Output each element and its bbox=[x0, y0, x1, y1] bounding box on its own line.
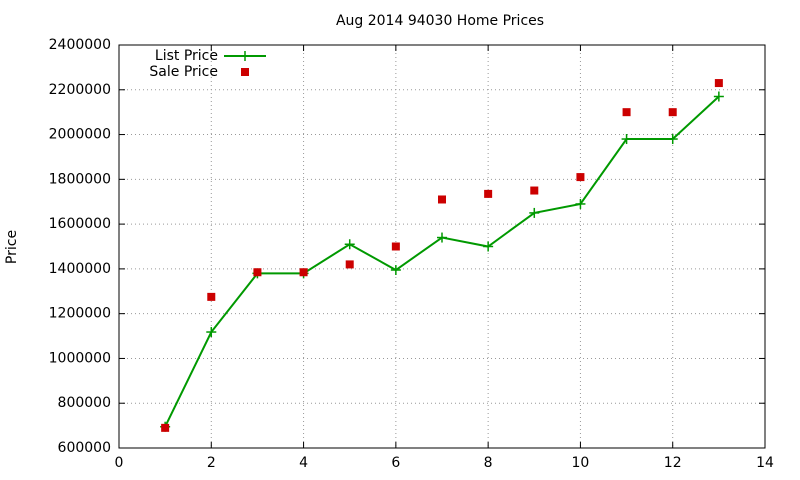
y-axis-label: Price bbox=[4, 230, 20, 264]
x-tick-label: 2 bbox=[207, 455, 216, 471]
data-point bbox=[530, 186, 539, 195]
y-tick-label: 1400000 bbox=[49, 261, 111, 277]
data-point bbox=[253, 268, 262, 277]
y-tick-label: 600000 bbox=[58, 440, 111, 456]
y-tick-label: 1000000 bbox=[49, 350, 111, 366]
chart-title: Aug 2014 94030 Home Prices bbox=[336, 13, 544, 29]
legend-swatch bbox=[241, 68, 249, 76]
data-point bbox=[391, 242, 400, 251]
x-tick-label: 10 bbox=[572, 455, 590, 471]
data-point bbox=[299, 268, 308, 277]
data-point bbox=[161, 423, 170, 432]
x-tick-label: 12 bbox=[664, 455, 682, 471]
legend-label: List Price bbox=[155, 48, 218, 64]
x-tick-label: 6 bbox=[391, 455, 400, 471]
data-point bbox=[437, 232, 447, 243]
data-point bbox=[575, 198, 586, 209]
y-tick-label: 800000 bbox=[58, 395, 111, 411]
y-tick-label: 1600000 bbox=[49, 216, 111, 232]
legend-label: Sale Price bbox=[149, 64, 218, 80]
plot-frame bbox=[118, 44, 766, 449]
data-point bbox=[622, 108, 631, 117]
data-point bbox=[713, 91, 724, 102]
data-point bbox=[344, 239, 355, 250]
x-tick-label: 14 bbox=[756, 455, 774, 471]
legend-swatch bbox=[240, 51, 250, 61]
data-point bbox=[668, 108, 677, 117]
data-point bbox=[207, 292, 216, 301]
data-point bbox=[714, 79, 723, 88]
data-point bbox=[438, 195, 446, 204]
x-tick-label: 0 bbox=[115, 455, 124, 471]
x-tick-label: 4 bbox=[299, 455, 308, 471]
y-tick-label: 1800000 bbox=[49, 171, 111, 187]
data-point bbox=[206, 327, 217, 338]
y-tick-label: 2000000 bbox=[49, 127, 111, 143]
data-point bbox=[576, 173, 585, 182]
x-tick-label: 8 bbox=[484, 455, 493, 471]
data-point bbox=[484, 189, 493, 198]
y-tick-label: 2200000 bbox=[49, 82, 111, 98]
data-point bbox=[345, 260, 354, 269]
data-point bbox=[621, 134, 632, 145]
data-point bbox=[667, 134, 678, 145]
data-point bbox=[390, 265, 401, 276]
y-tick-label: 1200000 bbox=[49, 306, 111, 322]
data-point bbox=[529, 207, 540, 218]
data-point bbox=[483, 241, 494, 252]
y-tick-label: 2400000 bbox=[49, 37, 111, 53]
